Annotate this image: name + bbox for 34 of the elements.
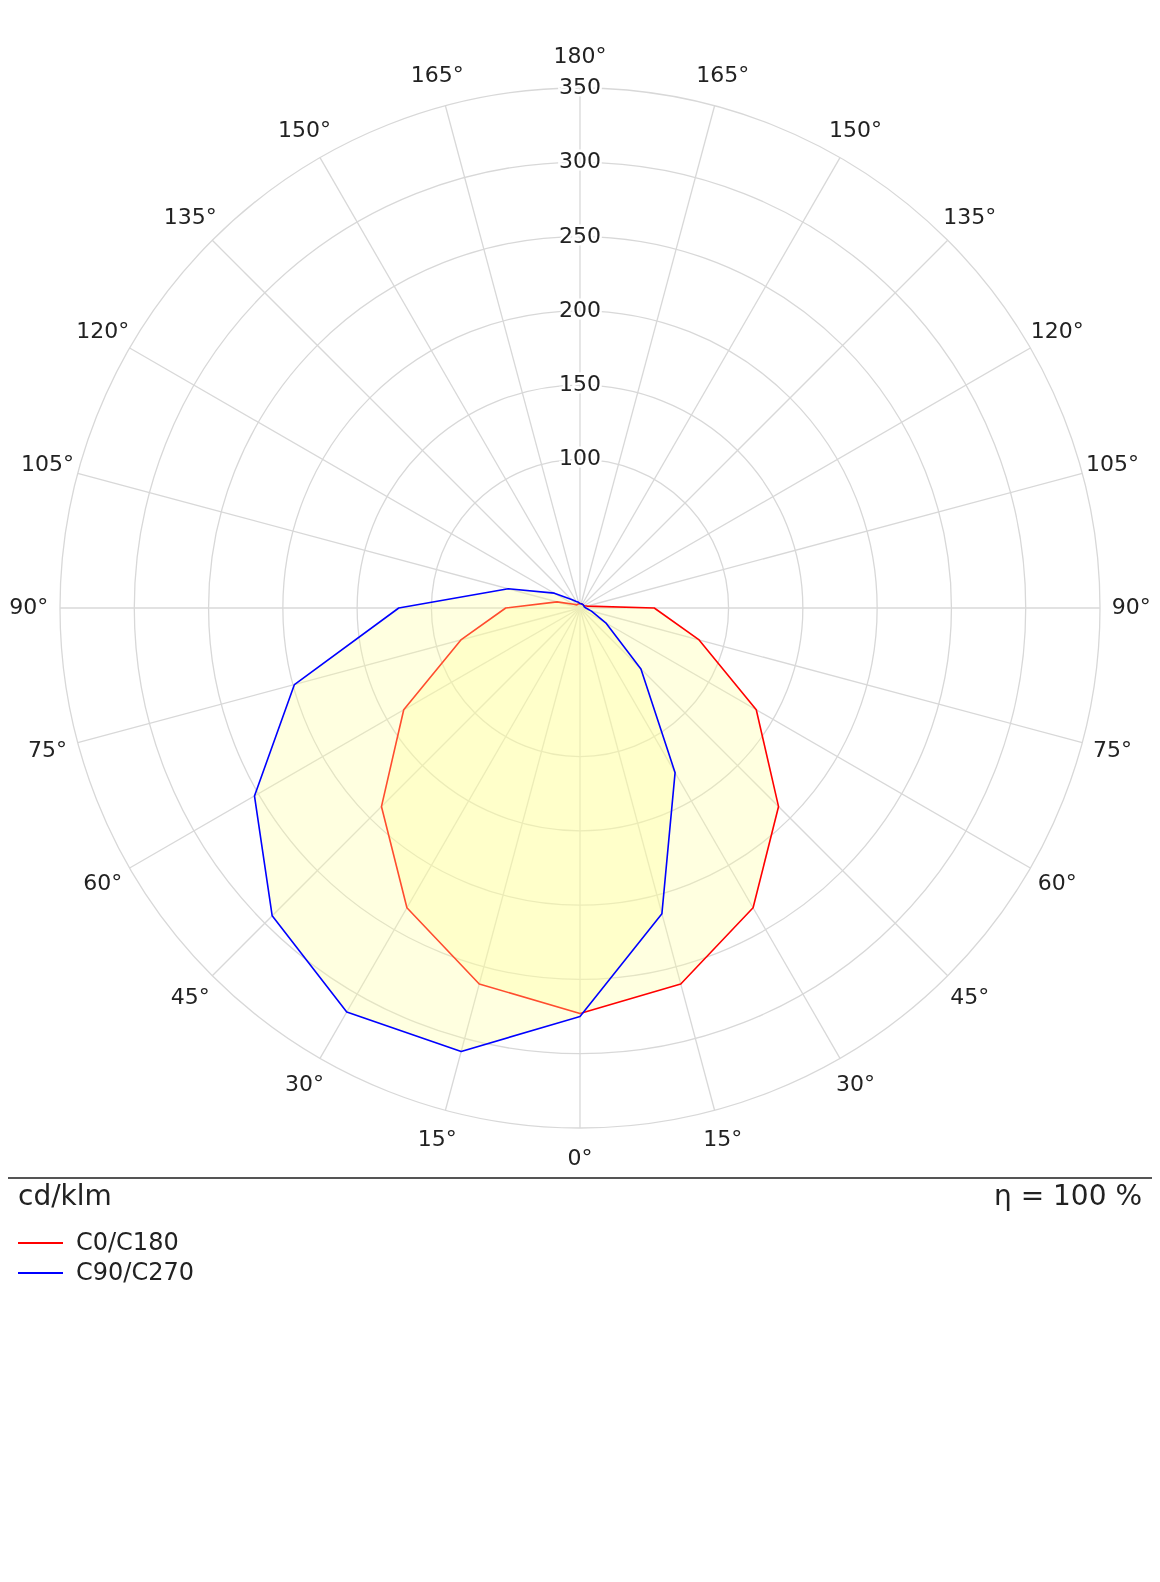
legend-label: C90/C270 (76, 1258, 194, 1286)
spoke-label: 120° (76, 318, 130, 344)
y-tick-label: 250 (559, 222, 601, 248)
spoke-label: 45° (950, 983, 990, 1009)
spoke-label: 120° (1030, 318, 1084, 344)
spoke-label: 90° (9, 594, 49, 619)
spoke-label: 90° (1111, 594, 1151, 619)
y-tick-label: 350 (559, 74, 601, 99)
spoke-label: 135° (163, 204, 217, 230)
spoke-label: 30° (836, 1071, 876, 1097)
spoke-label: 165° (410, 61, 464, 87)
spoke-label: 0° (567, 1145, 593, 1171)
spoke-label: 15° (417, 1126, 457, 1152)
spoke-label: 135° (943, 204, 997, 230)
spoke-label: 75° (28, 736, 68, 762)
y-tick-label: 300 (559, 148, 601, 174)
spoke-label: 150° (277, 116, 331, 142)
spoke-label: 105° (1085, 451, 1139, 477)
y-tick-label: 100 (559, 445, 601, 471)
spoke-label: 75° (1092, 736, 1132, 762)
text: cd/klm (18, 1179, 112, 1212)
spoke-label: 60° (83, 869, 123, 895)
text: η = 100 % (994, 1179, 1142, 1212)
spoke-label: 165° (696, 61, 750, 87)
spoke-label: 15° (703, 1126, 743, 1152)
y-tick-label: 200 (559, 296, 601, 322)
spoke-label: 60° (1037, 869, 1077, 895)
legend-label: C0/C180 (76, 1228, 179, 1256)
spoke-label: 150° (829, 116, 883, 142)
y-tick-label: 150 (559, 371, 601, 397)
spoke-label: 180° (553, 42, 607, 68)
spoke-label: 30° (284, 1071, 324, 1097)
spoke-label: 45° (170, 983, 210, 1009)
spoke-label: 105° (21, 451, 75, 477)
